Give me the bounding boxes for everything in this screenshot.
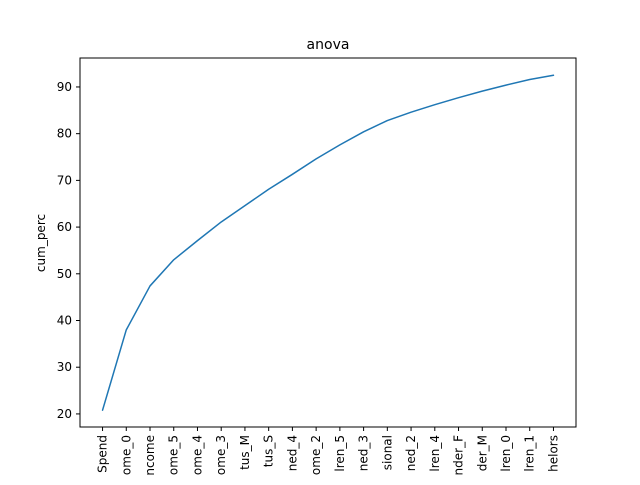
chart-title: anova — [307, 37, 350, 53]
x-tick-label: ned_4 — [285, 435, 299, 471]
x-tick-label: sional — [380, 435, 394, 470]
x-tick-label: ned_3 — [357, 435, 371, 471]
y-tick-label: 40 — [57, 314, 72, 328]
y-axis-label: cum_perc — [34, 214, 48, 272]
x-tick-label: der_M — [475, 435, 489, 471]
x-tick-label: Spend — [96, 435, 110, 473]
x-tick-label: lren_4 — [428, 435, 442, 472]
x-tick-label: ome_3 — [214, 435, 228, 475]
x-tick-label: lren_1 — [523, 435, 537, 472]
y-tick-label: 80 — [57, 127, 72, 141]
x-tick-label: ncome — [143, 435, 157, 476]
x-tick-label: ome_4 — [190, 435, 204, 475]
x-tick-label: nder_F — [452, 435, 466, 476]
y-tick-label: 90 — [57, 80, 72, 94]
x-tick-label: lren_5 — [333, 435, 347, 472]
y-tick-label: 70 — [57, 173, 72, 187]
x-tick-label: ned_2 — [404, 435, 418, 471]
x-tick-label: lren_0 — [499, 435, 513, 472]
y-tick-label: 50 — [57, 267, 72, 281]
x-tick-label: ome_2 — [309, 435, 323, 475]
y-tick-label: 60 — [57, 220, 72, 234]
x-tick-label: ome_5 — [167, 435, 181, 475]
y-tick-label: 30 — [57, 360, 72, 374]
y-tick-label: 20 — [57, 407, 72, 421]
x-tick-label: tus_M — [238, 435, 252, 470]
x-tick-label: tus_S — [262, 435, 276, 467]
x-tick-label: helors — [546, 435, 560, 472]
x-tick-label: ome_0 — [119, 435, 133, 475]
